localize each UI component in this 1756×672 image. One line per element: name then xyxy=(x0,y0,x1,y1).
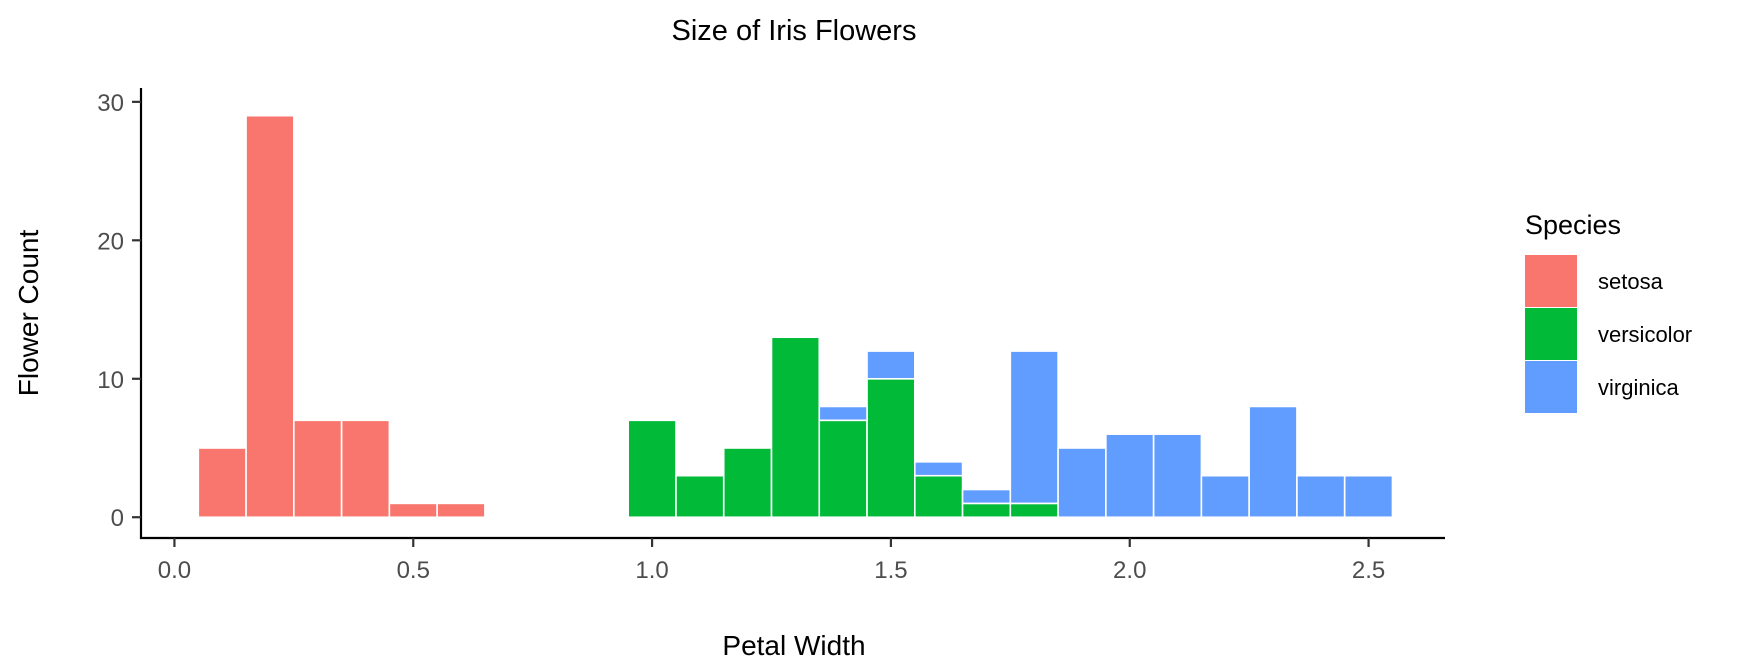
bar-virginica-2.4 xyxy=(1296,474,1346,519)
bar-virginica-1.6 xyxy=(914,461,964,477)
bar-versicolor-1.6 xyxy=(914,474,964,519)
x-tick-label: 2.5 xyxy=(1352,557,1385,584)
bar-virginica-1.9 xyxy=(1057,447,1107,519)
bar-virginica-2.3 xyxy=(1248,405,1298,519)
bar-setosa-0.1 xyxy=(197,447,247,519)
y-tick-label: 0 xyxy=(111,505,124,532)
x-tick-label: 0.5 xyxy=(397,557,430,584)
y-tick-label: 20 xyxy=(97,228,124,255)
x-axis-ticks: 0.0 0.5 1.0 1.5 2.0 2.5 xyxy=(158,538,1385,584)
y-axis-title: Flower Count xyxy=(13,230,44,397)
bar-virginica-1.7 xyxy=(961,488,1012,505)
legend-label-setosa: setosa xyxy=(1598,269,1664,294)
bar-versicolor-1.2 xyxy=(722,447,773,519)
bar-setosa-0.6 xyxy=(436,502,486,519)
axes-layer xyxy=(139,88,1445,540)
bar-virginica-2.0 xyxy=(1105,433,1155,519)
bar-versicolor-1.0 xyxy=(627,419,677,519)
bar-virginica-1.4 xyxy=(818,405,868,422)
legend-swatch-versicolor xyxy=(1525,308,1577,360)
legend-label-virginica: virginica xyxy=(1598,375,1679,400)
bar-versicolor-1.5 xyxy=(866,377,916,519)
bar-virginica-2.1 xyxy=(1152,433,1203,519)
x-tick-label: 2.0 xyxy=(1113,557,1146,584)
bar-virginica-1.8 xyxy=(1009,350,1059,505)
x-tick-label: 1.0 xyxy=(635,557,668,584)
bar-versicolor-1.3 xyxy=(770,336,821,519)
bar-virginica-2.5 xyxy=(1343,474,1394,519)
y-tick-label: 30 xyxy=(97,90,124,117)
bar-setosa-0.3 xyxy=(293,419,343,519)
legend-label-versicolor: versicolor xyxy=(1598,322,1692,347)
bar-versicolor-1.4 xyxy=(818,419,868,519)
bar-virginica-1.5 xyxy=(866,350,916,380)
bar-versicolor-1.1 xyxy=(675,474,725,519)
axis-lines xyxy=(139,88,1445,540)
legend-swatch-virginica xyxy=(1525,361,1577,413)
y-axis-ticks: 0 10 20 30 xyxy=(97,90,141,532)
bar-virginica-2.2 xyxy=(1200,474,1250,519)
x-tick-label: 1.5 xyxy=(874,557,907,584)
legend-items: setosa versicolor virginica xyxy=(1525,255,1692,413)
chart-title: Size of Iris Flowers xyxy=(672,15,917,47)
bar-setosa-0.5 xyxy=(388,502,438,519)
y-tick-label: 10 xyxy=(97,367,124,394)
bar-versicolor-1.8 xyxy=(1009,502,1059,519)
x-tick-label: 0.0 xyxy=(158,557,191,584)
legend: Species setosa versicolor virginica xyxy=(1525,210,1692,413)
legend-title: Species xyxy=(1525,210,1621,240)
bar-versicolor-1.7 xyxy=(961,502,1012,519)
bars-layer xyxy=(197,114,1394,519)
x-axis-title: Petal Width xyxy=(722,630,865,661)
legend-swatch-setosa xyxy=(1525,255,1577,307)
bar-setosa-0.4 xyxy=(340,419,391,519)
bar-setosa-0.2 xyxy=(245,114,295,519)
